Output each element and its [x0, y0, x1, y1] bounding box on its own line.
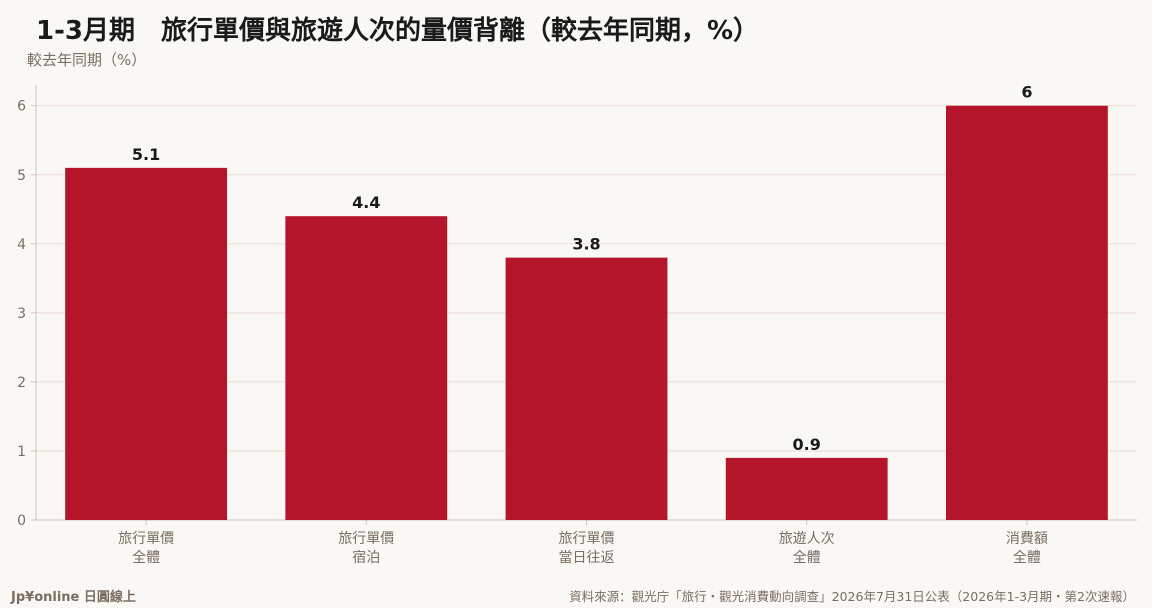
x-tick-label: 宿泊 [352, 549, 380, 566]
x-tick-label: 全體 [793, 549, 821, 566]
bars [65, 105, 1108, 520]
y-tick-label: 5 [17, 168, 26, 184]
bar [65, 167, 228, 520]
x-tick-label: 旅行單價 [118, 530, 174, 547]
chart-title: 1-3月期 旅行單價與旅遊人次的量價背離（較去年同期，%） [36, 16, 760, 46]
data-label: 5.1 [132, 145, 160, 164]
brand-logo-text: Jp¥online 日圓線上 [11, 590, 136, 605]
y-tick-label: 0 [17, 513, 26, 529]
bar [945, 105, 1108, 520]
x-tick-label: 全體 [1013, 549, 1041, 566]
x-tick-label: 旅行單價 [559, 530, 615, 547]
x-tick-label: 當日往返 [559, 550, 615, 566]
y-tick-label: 6 [17, 99, 26, 115]
data-label: 3.8 [572, 235, 600, 254]
y-tick-label: 1 [17, 444, 26, 460]
x-tick-label: 旅行單價 [338, 530, 394, 547]
x-tick-label: 旅遊人次 [779, 531, 835, 547]
data-label: 6 [1021, 83, 1032, 102]
y-tick-label: 2 [17, 375, 26, 391]
y-tick-label: 3 [17, 306, 26, 322]
y-axis-unit-label: 較去年同期（%） [27, 51, 147, 69]
x-tick-label: 全體 [132, 549, 160, 566]
x-tick-label: 消費額 [1006, 531, 1048, 547]
bar [505, 257, 668, 520]
bar [285, 216, 448, 520]
data-label: 0.9 [793, 435, 821, 454]
y-tick-label: 4 [17, 237, 26, 253]
source-note: 資料來源：觀光庁「旅行・觀光消費動向調查」2026年7月31日公表（2026年1… [569, 589, 1135, 604]
data-label: 4.4 [352, 193, 380, 212]
bar [725, 457, 888, 520]
